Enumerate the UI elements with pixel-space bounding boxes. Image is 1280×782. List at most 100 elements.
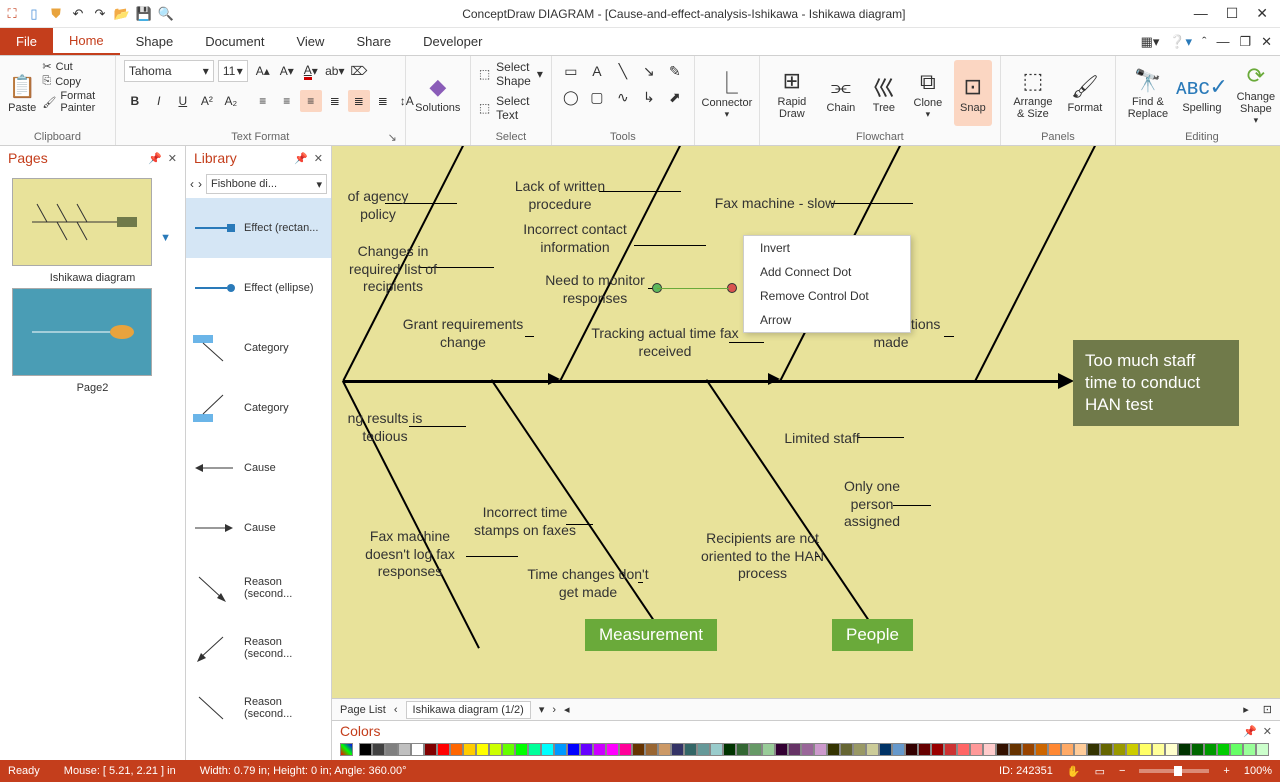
align-right-button[interactable]: ≡ bbox=[300, 90, 322, 112]
spelling-button[interactable]: ᴀʙᴄ✓Spelling bbox=[1178, 60, 1226, 126]
color-swatch[interactable] bbox=[697, 743, 710, 756]
color-swatch[interactable] bbox=[567, 743, 580, 756]
curve-tool-icon[interactable]: ∿ bbox=[612, 86, 634, 108]
cause-tick[interactable] bbox=[634, 245, 706, 246]
rapid-draw-button[interactable]: ⊞Rapid Draw bbox=[768, 60, 816, 126]
color-swatch[interactable] bbox=[1035, 743, 1048, 756]
color-swatch[interactable] bbox=[580, 743, 593, 756]
page-list-dropdown-icon[interactable]: ▾ bbox=[539, 703, 545, 716]
cause-label[interactable]: Fax machine doesn't log fax responses bbox=[350, 528, 470, 581]
color-swatch[interactable] bbox=[1074, 743, 1087, 756]
context-menu-item[interactable]: Invert bbox=[744, 236, 910, 260]
tab-developer[interactable]: Developer bbox=[407, 28, 498, 55]
zoom-slider[interactable] bbox=[1139, 769, 1209, 773]
library-item[interactable]: Category bbox=[186, 318, 331, 378]
zoom-out-icon[interactable]: − bbox=[1119, 765, 1125, 777]
color-swatch[interactable] bbox=[840, 743, 853, 756]
library-item[interactable]: Cause bbox=[186, 498, 331, 558]
cause-label[interactable]: Limited staff bbox=[772, 430, 872, 448]
color-swatch[interactable] bbox=[463, 743, 476, 756]
cause-label[interactable]: Incorrect contact information bbox=[510, 221, 640, 256]
color-swatch[interactable] bbox=[554, 743, 567, 756]
library-select[interactable]: Fishbone di...▾ bbox=[206, 174, 327, 194]
copy-button[interactable]: ⎘Copy bbox=[42, 75, 106, 88]
context-menu-item[interactable]: Add Connect Dot bbox=[744, 260, 910, 284]
clone-button[interactable]: ⧉Clone▾ bbox=[908, 60, 948, 126]
align-bottom-button[interactable]: ≣ bbox=[372, 90, 394, 112]
cut-button[interactable]: ✂Cut bbox=[42, 60, 106, 73]
pin-icon[interactable]: 📌 bbox=[294, 152, 308, 165]
color-swatch[interactable] bbox=[437, 743, 450, 756]
paste-button[interactable]: 📋Paste bbox=[8, 60, 36, 126]
color-swatch[interactable] bbox=[827, 743, 840, 756]
color-swatch[interactable] bbox=[905, 743, 918, 756]
canvas[interactable]: of agency policy Changes in required list… bbox=[332, 146, 1280, 698]
chain-button[interactable]: ⫘Chain bbox=[822, 60, 860, 126]
minimize-button[interactable]: — bbox=[1194, 5, 1208, 22]
color-swatch[interactable] bbox=[788, 743, 801, 756]
cause-label[interactable]: Tracking actual time fax received bbox=[590, 325, 740, 360]
color-swatch[interactable] bbox=[528, 743, 541, 756]
fit-page-icon[interactable]: ▭ bbox=[1095, 765, 1105, 778]
color-swatch[interactable] bbox=[775, 743, 788, 756]
page-list-end-icon[interactable]: ⊡ bbox=[1263, 703, 1272, 716]
page-list-next-icon[interactable]: › bbox=[552, 704, 556, 716]
cause-label[interactable]: of agency policy bbox=[338, 188, 418, 223]
color-swatch[interactable] bbox=[450, 743, 463, 756]
library-item[interactable]: Effect (ellipse) bbox=[186, 258, 331, 318]
color-swatch[interactable] bbox=[1022, 743, 1035, 756]
canvas-viewport[interactable]: of agency policy Changes in required list… bbox=[332, 146, 1280, 698]
redo-icon[interactable]: ↷ bbox=[92, 6, 108, 22]
cause-label[interactable]: Time changes don't get made bbox=[518, 566, 658, 601]
color-swatch[interactable] bbox=[801, 743, 814, 756]
color-swatch[interactable] bbox=[372, 743, 385, 756]
cause-label[interactable]: Need to monitor responses bbox=[530, 272, 660, 307]
color-swatch[interactable] bbox=[1217, 743, 1230, 756]
file-tab[interactable]: File bbox=[0, 28, 53, 55]
color-swatch[interactable] bbox=[1256, 743, 1269, 756]
align-center-button[interactable]: ≡ bbox=[276, 90, 298, 112]
line-tool-icon[interactable]: ╲ bbox=[612, 60, 634, 82]
lib-prev-icon[interactable]: ‹ bbox=[190, 177, 194, 191]
color-swatch[interactable] bbox=[814, 743, 827, 756]
color-swatch[interactable] bbox=[944, 743, 957, 756]
color-swatch[interactable] bbox=[632, 743, 645, 756]
color-swatch[interactable] bbox=[476, 743, 489, 756]
shield-icon[interactable]: ⛊ bbox=[48, 6, 64, 22]
align-top-button[interactable]: ≣ bbox=[324, 90, 346, 112]
context-menu-item[interactable]: Remove Control Dot bbox=[744, 284, 910, 308]
rectangle-tool-icon[interactable]: ▭ bbox=[560, 60, 582, 82]
color-swatch[interactable] bbox=[684, 743, 697, 756]
color-swatch[interactable] bbox=[1152, 743, 1165, 756]
help-icon[interactable]: ❔▾ bbox=[1169, 34, 1192, 50]
format-painter-button[interactable]: 🖌Format Painter bbox=[42, 90, 106, 114]
cause-label[interactable]: Changes in required list of recipients bbox=[338, 243, 448, 296]
page-list-scroll-left-icon[interactable]: ◂ bbox=[564, 703, 570, 716]
inner-close-icon[interactable]: ✕ bbox=[1261, 34, 1272, 50]
fishbone-spine[interactable] bbox=[343, 380, 1058, 383]
collapse-ribbon-icon[interactable]: ˆ bbox=[1202, 34, 1206, 49]
color-swatch[interactable] bbox=[385, 743, 398, 756]
decrease-font-icon[interactable]: A▾ bbox=[276, 60, 298, 82]
font-color-icon[interactable]: A▾ bbox=[300, 60, 322, 82]
color-swatch[interactable] bbox=[1048, 743, 1061, 756]
color-swatch[interactable] bbox=[645, 743, 658, 756]
tab-share[interactable]: Share bbox=[340, 28, 407, 55]
lib-next-icon[interactable]: › bbox=[198, 177, 202, 191]
color-swatch[interactable] bbox=[918, 743, 931, 756]
connector-button[interactable]: ⎿Connector▾ bbox=[703, 60, 751, 126]
arrow-tool-icon[interactable]: ↘ bbox=[638, 60, 660, 82]
selected-connector[interactable] bbox=[657, 288, 729, 289]
color-swatch[interactable] bbox=[1009, 743, 1022, 756]
tab-home[interactable]: Home bbox=[53, 28, 120, 55]
color-swatch[interactable] bbox=[502, 743, 515, 756]
hand-tool-icon[interactable]: ✋ bbox=[1067, 765, 1081, 778]
superscript-button[interactable]: A² bbox=[196, 90, 218, 112]
color-swatch[interactable] bbox=[515, 743, 528, 756]
cause-label[interactable]: Recipients are not oriented to the HAN p… bbox=[695, 530, 830, 583]
cause-label[interactable]: Grant requirements change bbox=[388, 316, 538, 351]
clear-format-icon[interactable]: ⌦ bbox=[348, 60, 370, 82]
zoom-icon[interactable]: 🔍 bbox=[158, 6, 174, 22]
solutions-button[interactable]: ◆Solutions bbox=[414, 60, 462, 126]
color-swatch[interactable] bbox=[762, 743, 775, 756]
